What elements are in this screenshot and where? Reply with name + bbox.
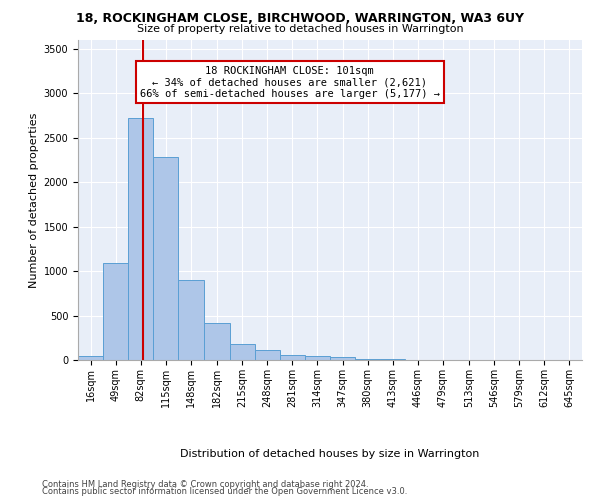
Bar: [154, 158, 178, 360]
Bar: [128, 118, 154, 360]
Bar: [355, 358, 380, 360]
Bar: [205, 322, 230, 360]
Bar: [78, 356, 103, 360]
Text: Contains HM Land Registry data © Crown copyright and database right 2024.: Contains HM Land Registry data © Crown c…: [42, 480, 368, 489]
X-axis label: Distribution of detached houses by size in Warrington: Distribution of detached houses by size …: [181, 448, 479, 458]
Bar: [280, 354, 305, 360]
Bar: [330, 358, 355, 360]
Text: 18 ROCKINGHAM CLOSE: 101sqm
← 34% of detached houses are smaller (2,621)
66% of : 18 ROCKINGHAM CLOSE: 101sqm ← 34% of det…: [140, 66, 440, 99]
Text: Contains public sector information licensed under the Open Government Licence v3: Contains public sector information licen…: [42, 487, 407, 496]
Bar: [230, 344, 254, 360]
Text: 18, ROCKINGHAM CLOSE, BIRCHWOOD, WARRINGTON, WA3 6UY: 18, ROCKINGHAM CLOSE, BIRCHWOOD, WARRING…: [76, 12, 524, 26]
Text: Size of property relative to detached houses in Warrington: Size of property relative to detached ho…: [137, 24, 463, 34]
Bar: [254, 350, 280, 360]
Bar: [178, 280, 203, 360]
Bar: [380, 359, 406, 360]
Y-axis label: Number of detached properties: Number of detached properties: [29, 112, 40, 288]
Bar: [305, 356, 330, 360]
Bar: [103, 262, 128, 360]
